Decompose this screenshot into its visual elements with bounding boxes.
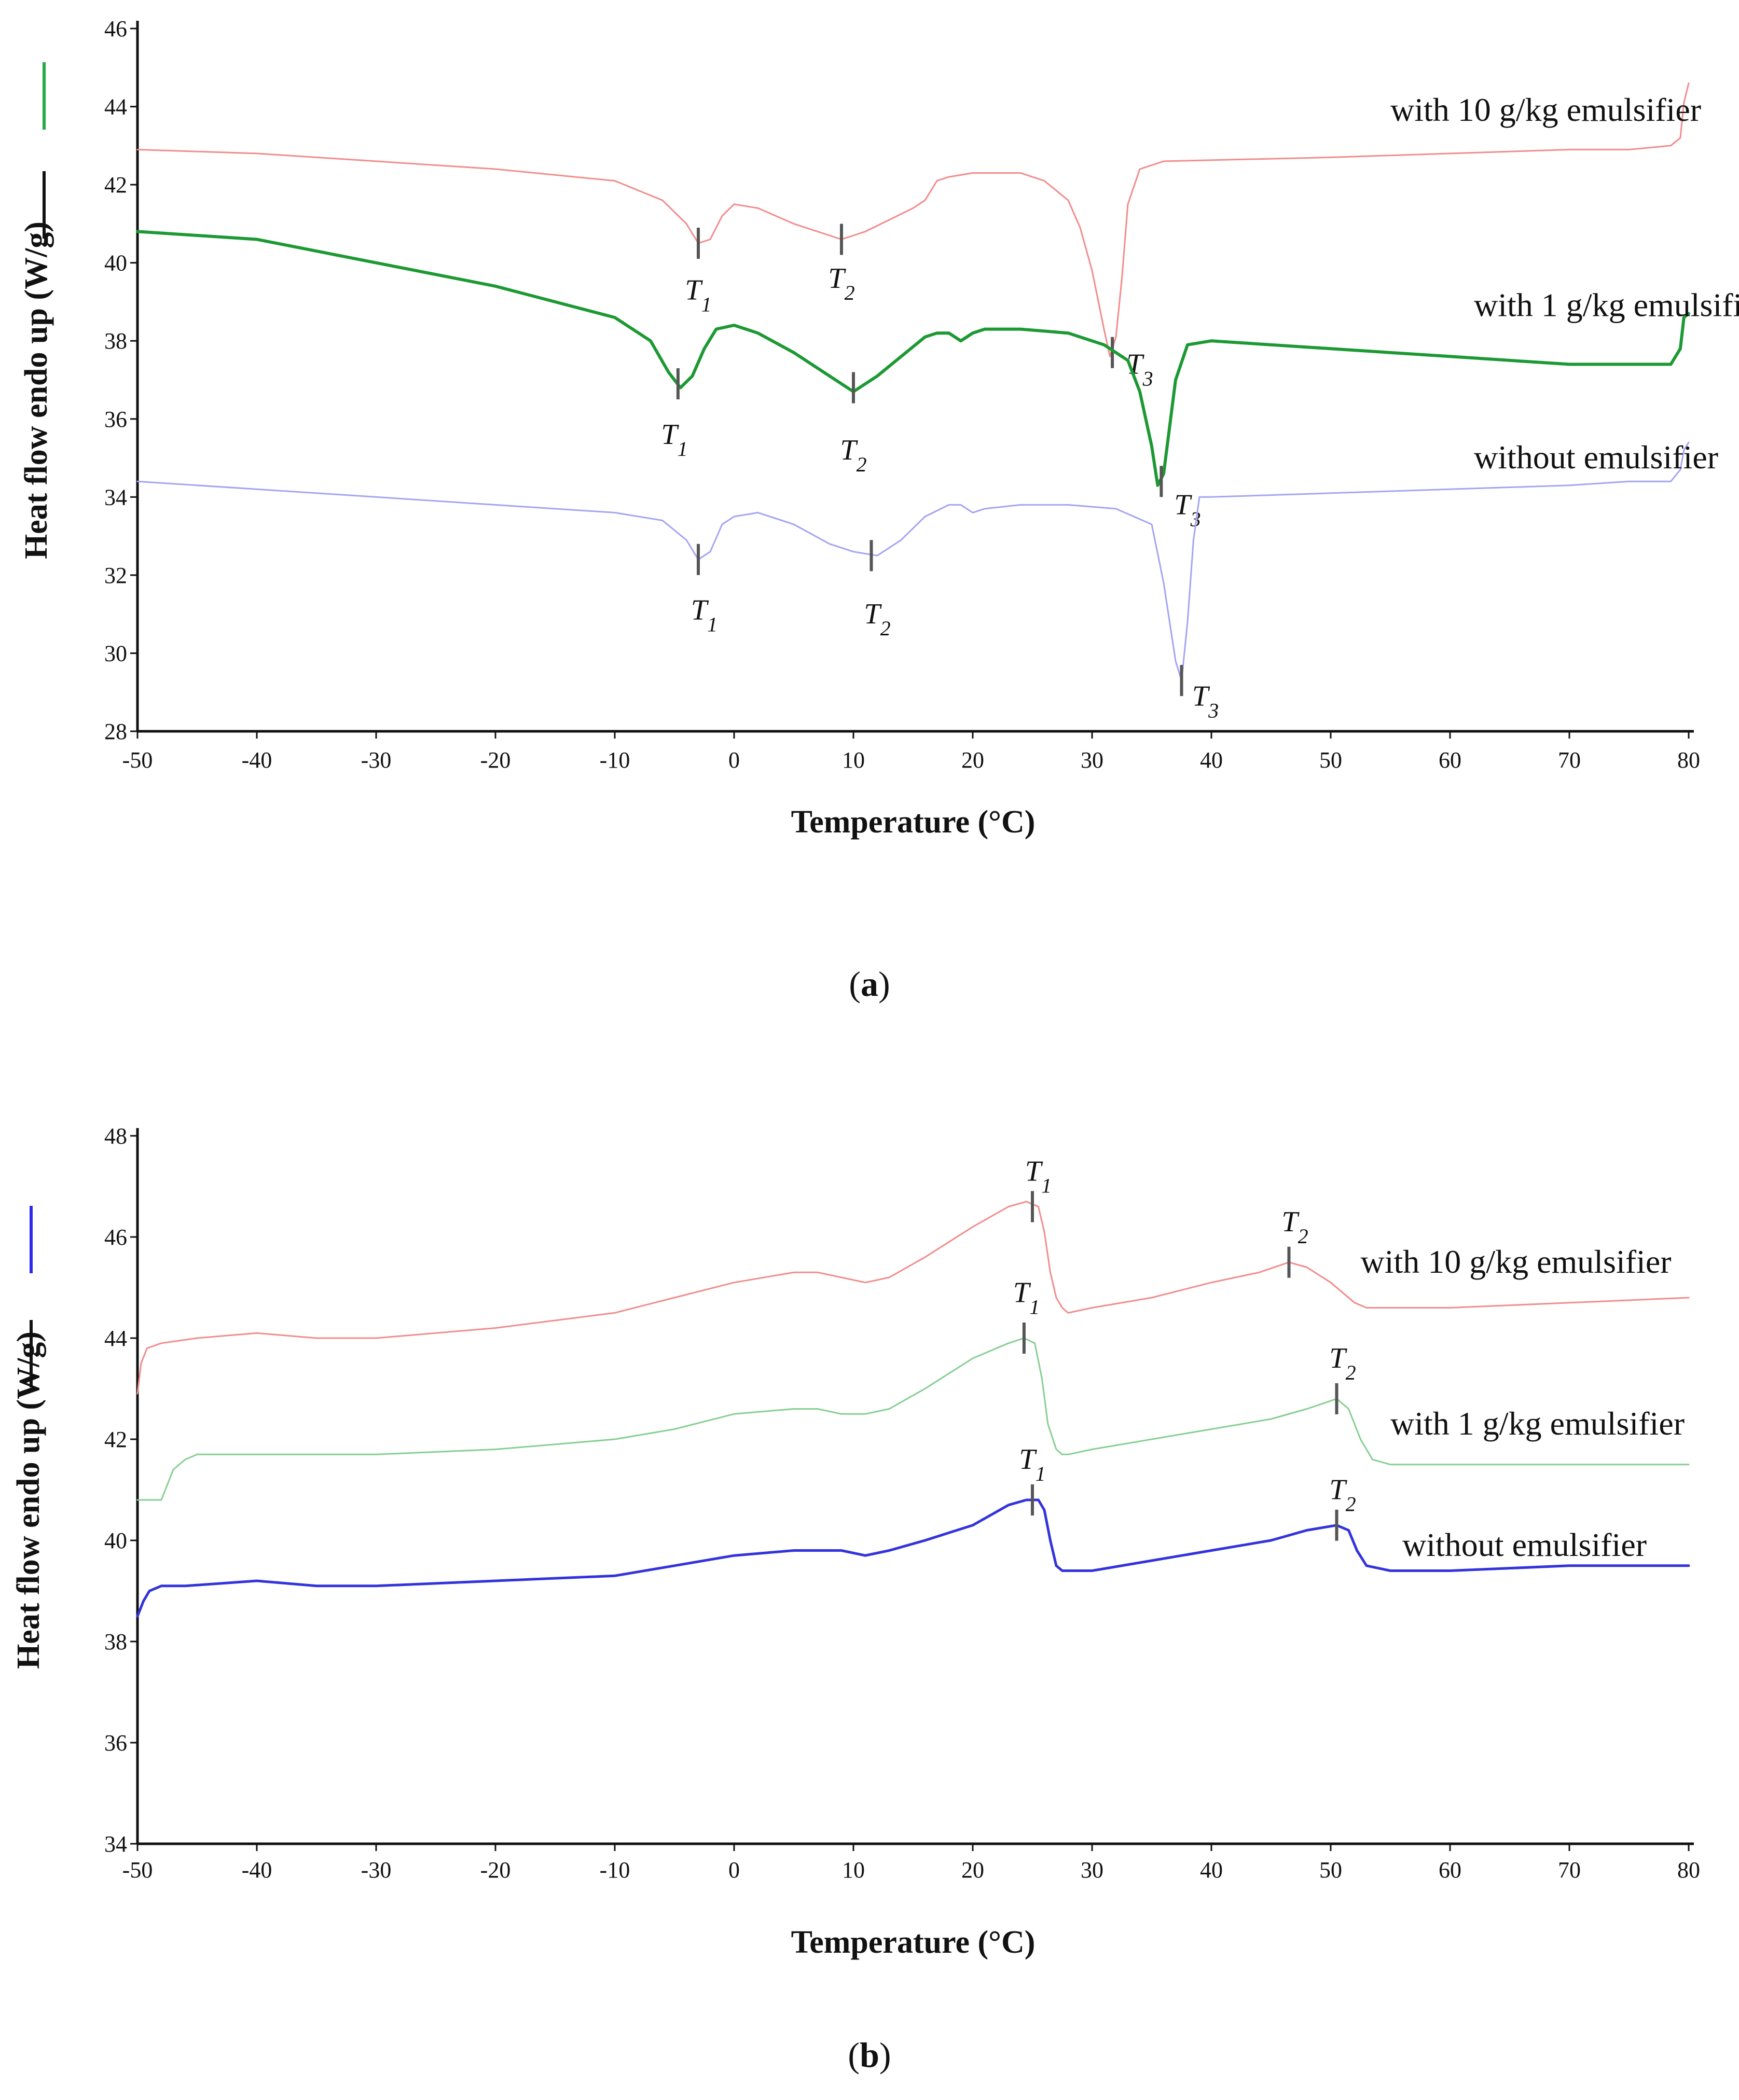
- x-tick-label: -10: [600, 747, 630, 773]
- x-tick-label: -50: [122, 1857, 153, 1883]
- x-tick-label: 70: [1558, 747, 1581, 773]
- panel-caption: (a): [849, 964, 890, 1004]
- series-line-2: [136, 1337, 1690, 1501]
- y-tick-label: 44: [104, 1326, 127, 1351]
- x-tick-label: 20: [961, 1857, 984, 1883]
- y-tick-label: 42: [104, 1427, 127, 1452]
- x-tick-label: -10: [600, 1857, 630, 1883]
- chart-panel-b: -50 -40 -30 -20 -10 0 10 20 30 40 50 60 70 80 34 36 38 40…: [11, 1123, 1700, 2075]
- series-line-1: [136, 82, 1690, 357]
- x-tick-label: 40: [1200, 1857, 1223, 1883]
- y-tick-label: 46: [104, 1225, 127, 1250]
- series-line-2: [136, 230, 1690, 487]
- x-tick-label: 50: [1319, 747, 1342, 773]
- series-label-3: without emulsifier: [1474, 439, 1718, 476]
- y-tick-label: 30: [104, 641, 127, 666]
- x-tick-label: 0: [728, 747, 740, 773]
- series-line-3: [136, 1498, 1690, 1618]
- series-label-2: with 1 g/kg emulsifier: [1474, 286, 1739, 323]
- x-tick-label: 40: [1200, 747, 1223, 773]
- y-tick-label: 32: [104, 563, 127, 588]
- y-tick-label: 44: [104, 94, 127, 120]
- y-tick-label: 36: [104, 1730, 127, 1756]
- series-line-1: [136, 1201, 1690, 1395]
- y-tick-label: 46: [104, 16, 127, 41]
- x-tick-label: -50: [122, 747, 153, 773]
- y-tick-label: 40: [104, 251, 127, 276]
- x-tick-label: 0: [728, 1857, 740, 1883]
- x-tick-label: 80: [1677, 1857, 1700, 1883]
- x-tick-label: -30: [361, 747, 392, 773]
- x-axis-title: Temperature (°C): [791, 804, 1036, 840]
- x-tick-label: 60: [1439, 747, 1461, 773]
- x-tick-label: 10: [842, 1857, 865, 1883]
- x-tick-label: -20: [480, 1857, 511, 1883]
- x-tick-label: 60: [1439, 1857, 1461, 1883]
- y-tick-label: 34: [104, 484, 127, 510]
- x-tick-label: -40: [242, 1857, 272, 1883]
- x-tick-label: 80: [1677, 747, 1700, 773]
- series-label-2: with 1 g/kg emulsifier: [1390, 1405, 1685, 1442]
- panel-caption: (b): [848, 2035, 891, 2075]
- series-label-3: without emulsifier: [1402, 1526, 1647, 1563]
- y-tick-label: 42: [104, 172, 127, 198]
- series-line-3: [136, 441, 1690, 682]
- y-tick-label: 48: [104, 1123, 127, 1149]
- x-tick-label: 50: [1319, 1857, 1342, 1883]
- x-tick-label: 30: [1081, 747, 1103, 773]
- series-label-1: with 10 g/kg emulsifier: [1390, 91, 1701, 128]
- y-tick-label: 36: [104, 407, 127, 432]
- y-tick-label: 28: [104, 719, 127, 744]
- x-axis-title: Temperature (°C): [791, 1925, 1036, 1960]
- x-tick-label: -40: [242, 747, 272, 773]
- x-tick-label: 30: [1081, 1857, 1103, 1883]
- x-tick-label: 20: [961, 747, 984, 773]
- x-tick-label: 10: [842, 747, 865, 773]
- y-tick-label: 34: [104, 1831, 127, 1857]
- series-label-1: with 10 g/kg emulsifier: [1361, 1243, 1672, 1280]
- y-tick-label: 38: [104, 328, 127, 354]
- y-axis-title: Heat flow endo up (W/g): [11, 1331, 46, 1669]
- y-tick-label: 38: [104, 1629, 127, 1654]
- x-tick-label: -20: [480, 747, 511, 773]
- y-axis-title: Heat flow endo up (W/g): [19, 221, 54, 559]
- x-tick-label: 70: [1558, 1857, 1581, 1883]
- x-tick-label: -30: [361, 1857, 392, 1883]
- y-tick-label: 40: [104, 1528, 127, 1553]
